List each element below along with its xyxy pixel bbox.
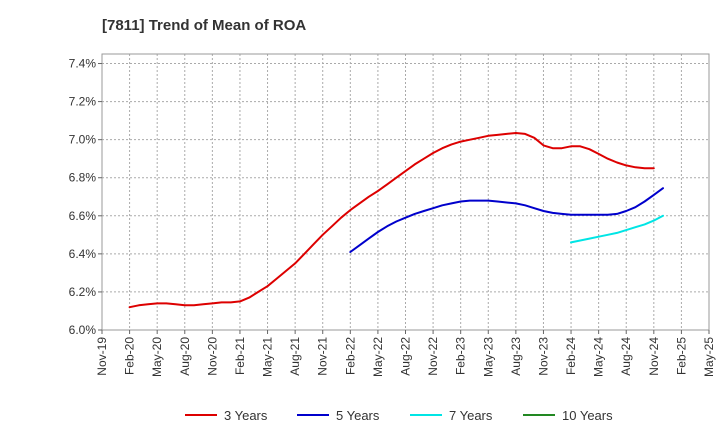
x-tick-label: Feb-20 bbox=[123, 337, 137, 375]
x-tick-label: Feb-25 bbox=[674, 337, 688, 375]
x-tick-label: Aug-23 bbox=[509, 337, 523, 376]
grid bbox=[101, 54, 710, 331]
x-axis-ticks: Nov-19 Feb-20 May-20 Aug-20 Nov-20 Feb-21 May-… bbox=[95, 330, 716, 377]
x-tick-label: Feb-23 bbox=[454, 337, 468, 375]
x-tick-label: May-22 bbox=[371, 337, 385, 377]
legend-item: 10 Years bbox=[523, 408, 613, 423]
y-tick-label: 7.2% bbox=[69, 95, 97, 109]
x-tick-label: Nov-20 bbox=[205, 337, 219, 376]
x-tick-label: Nov-24 bbox=[647, 337, 661, 376]
series-line-1 bbox=[128, 132, 655, 309]
x-tick-label: Aug-22 bbox=[399, 337, 413, 376]
y-tick-label: 7.4% bbox=[69, 57, 97, 71]
x-tick-label: May-21 bbox=[261, 337, 275, 377]
x-tick-label: May-24 bbox=[592, 337, 606, 377]
x-tick-label: Nov-22 bbox=[426, 337, 440, 376]
x-tick-label: May-23 bbox=[481, 337, 495, 377]
series-lines bbox=[128, 132, 664, 309]
y-tick-label: 7.0% bbox=[69, 133, 97, 147]
x-tick-label: Aug-24 bbox=[619, 337, 633, 376]
legend-label: 10 Years bbox=[562, 408, 613, 423]
series-line-2 bbox=[349, 187, 664, 253]
y-tick-label: 6.0% bbox=[69, 323, 97, 337]
x-tick-label: Aug-21 bbox=[288, 337, 302, 376]
x-tick-label: Nov-19 bbox=[95, 337, 109, 376]
x-tick-label: Nov-23 bbox=[536, 337, 550, 376]
legend-item: 5 Years bbox=[297, 408, 380, 423]
x-tick-label: May-20 bbox=[150, 337, 164, 377]
series-line-3 bbox=[570, 214, 664, 244]
x-tick-label: Feb-22 bbox=[343, 337, 357, 375]
x-tick-label: Feb-21 bbox=[233, 337, 247, 375]
legend-label: 7 Years bbox=[449, 408, 493, 423]
x-tick-label: Aug-20 bbox=[178, 337, 192, 376]
y-tick-label: 6.6% bbox=[69, 209, 97, 223]
legend-label: 5 Years bbox=[336, 408, 380, 423]
x-tick-label: May-25 bbox=[702, 337, 716, 377]
y-axis-ticks: 6.0% 6.2% 6.4% 6.6% 6.8% 7.0% 7.2% 7.4% bbox=[69, 57, 102, 337]
y-tick-label: 6.2% bbox=[69, 285, 97, 299]
legend: 3 Years 5 Years 7 Years 10 Years bbox=[185, 408, 613, 423]
legend-label: 3 Years bbox=[224, 408, 268, 423]
y-tick-label: 6.4% bbox=[69, 247, 97, 261]
legend-item: 7 Years bbox=[410, 408, 493, 423]
chart-title: [7811] Trend of Mean of ROA bbox=[102, 17, 306, 34]
x-tick-label: Feb-24 bbox=[564, 337, 578, 375]
legend-item: 3 Years bbox=[185, 408, 268, 423]
y-tick-label: 6.8% bbox=[69, 171, 97, 185]
x-tick-label: Nov-21 bbox=[316, 337, 330, 376]
